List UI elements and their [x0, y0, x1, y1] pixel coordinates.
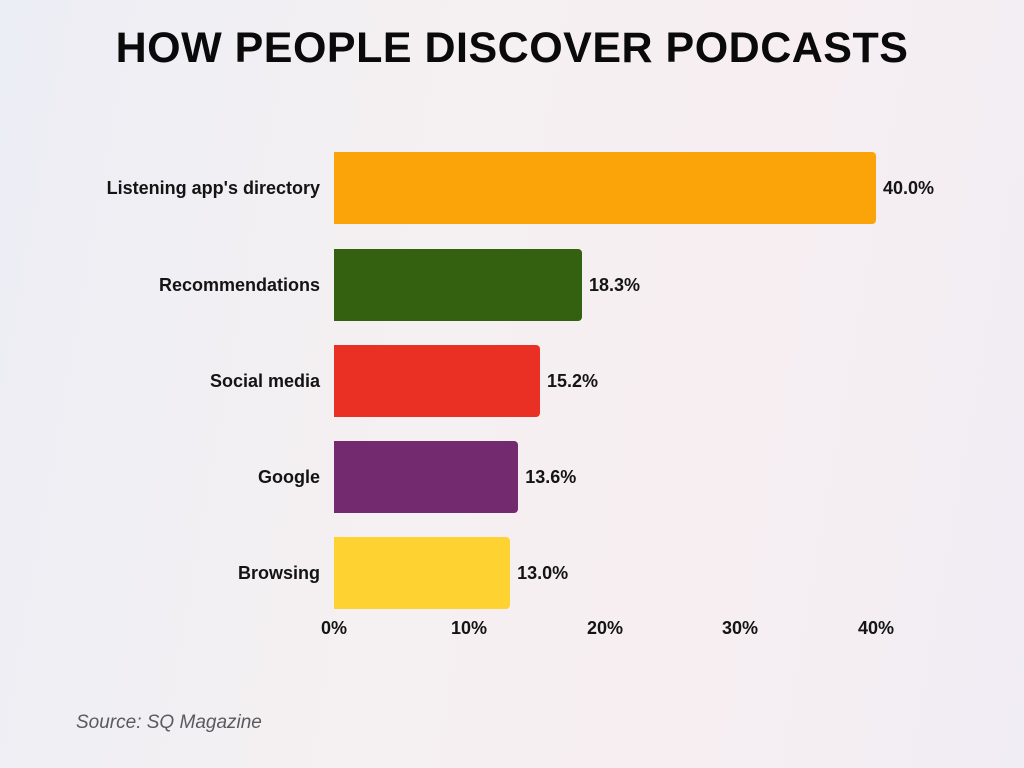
category-label: Recommendations	[158, 275, 320, 295]
value-label: 15.2%	[546, 371, 598, 391]
bar-row: Browsing 13.0%	[0, 537, 1024, 609]
chart-title: HOW PEOPLE DISCOVER PODCASTS	[115, 24, 909, 72]
category-label: Google	[258, 467, 320, 487]
bar-row: Social media 15.2%	[0, 345, 1024, 417]
x-tick-label: 40%	[857, 618, 895, 638]
category-label: Social media	[209, 371, 320, 391]
x-tick-label: 30%	[721, 618, 759, 638]
category-label: Listening app's directory	[106, 178, 320, 198]
bar	[334, 537, 511, 609]
bar	[334, 152, 876, 224]
value-label: 40.0%	[883, 178, 935, 198]
category-label: Browsing	[237, 563, 320, 583]
bar-row: Recommendations 18.3%	[0, 249, 1024, 321]
value-label: 13.0%	[517, 563, 569, 583]
value-label: 18.3%	[588, 275, 640, 295]
bar-row: Listening app's directory 40.0%	[0, 152, 1024, 224]
bar-row: Google 13.6%	[0, 441, 1024, 513]
value-label: 13.6%	[525, 467, 577, 487]
x-tick-label: 10%	[450, 618, 488, 638]
source-note: Source: SQ Magazine	[76, 712, 262, 733]
x-tick-label: 20%	[586, 618, 624, 638]
bar	[334, 249, 582, 321]
bar	[334, 441, 519, 513]
x-tick-label: 0%	[320, 618, 348, 638]
bar	[334, 345, 540, 417]
